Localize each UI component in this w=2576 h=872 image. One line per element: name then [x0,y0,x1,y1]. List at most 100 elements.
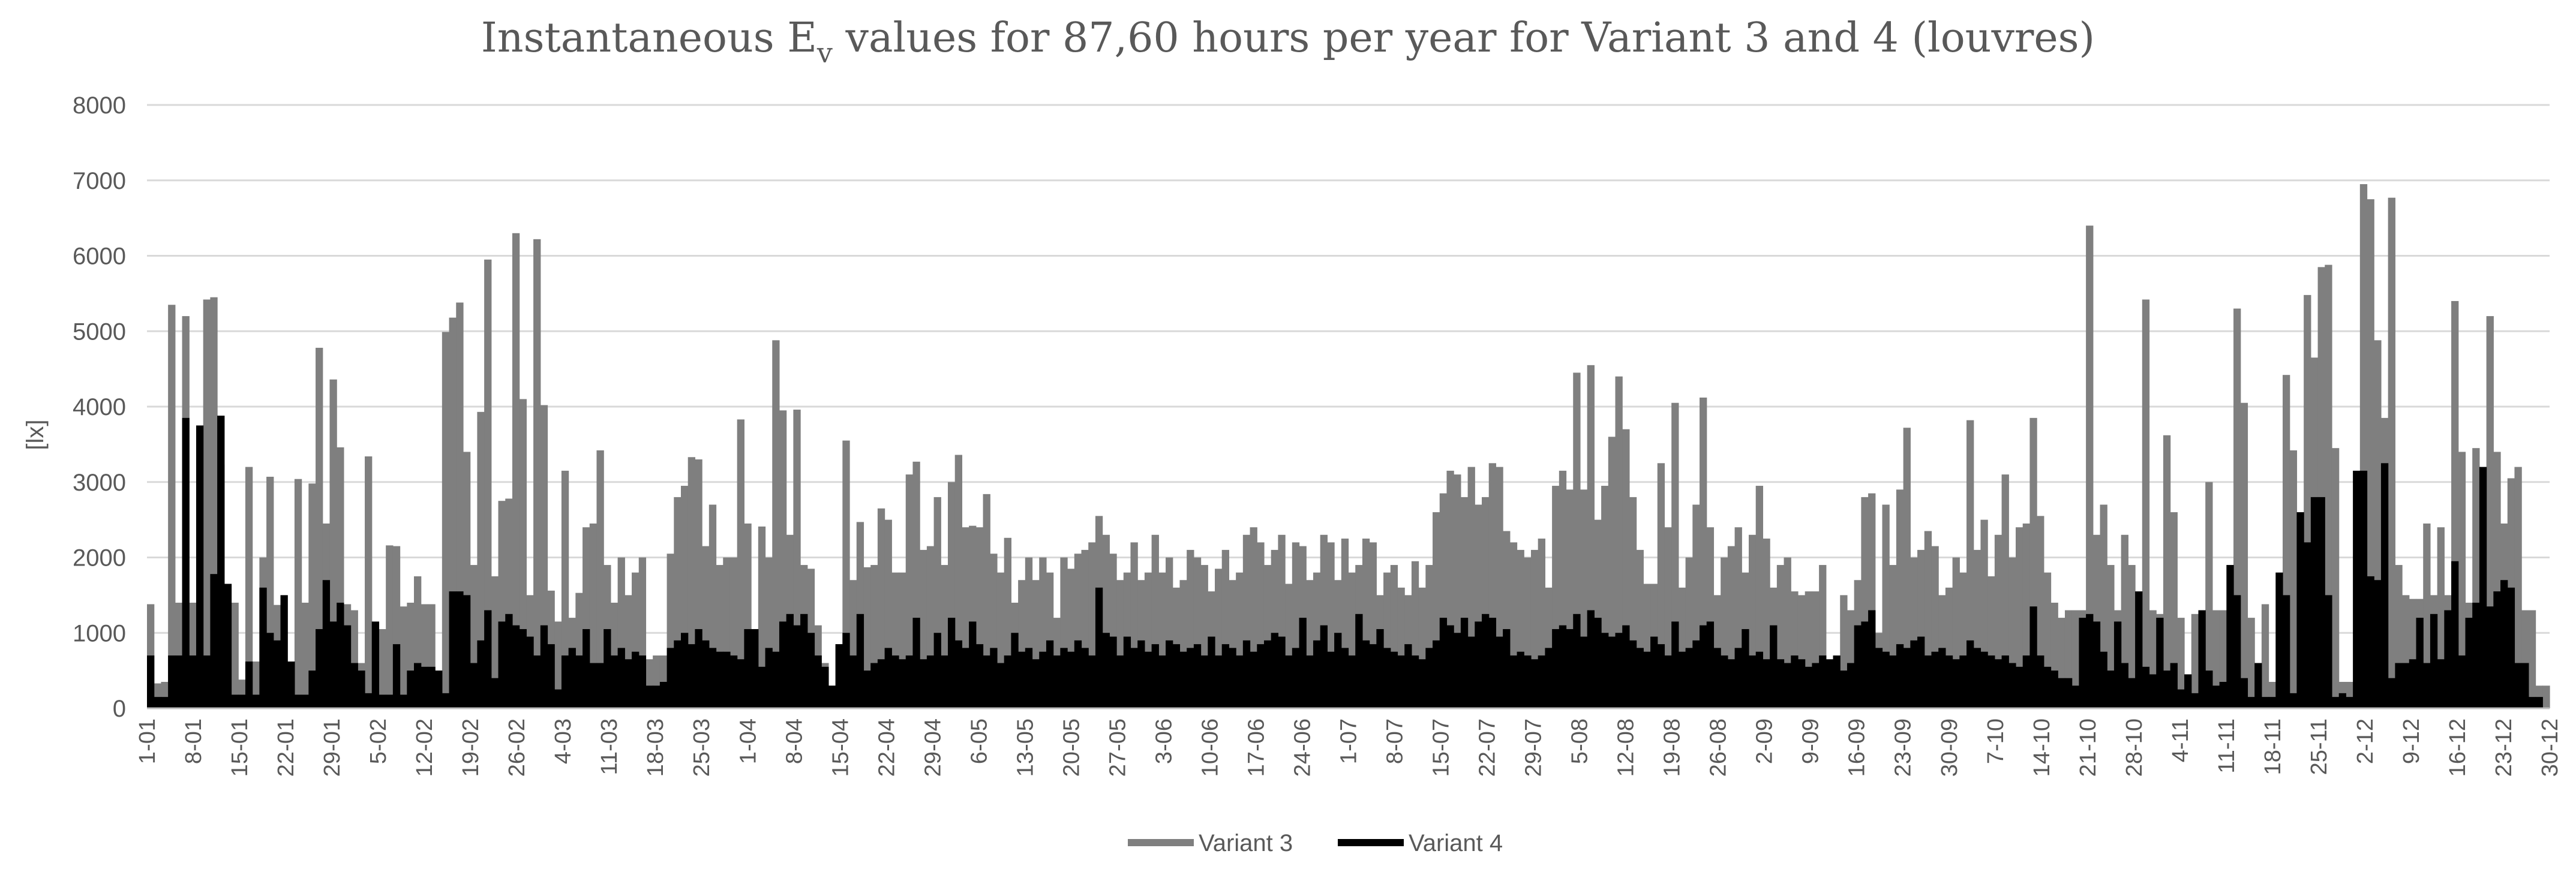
y-axis-label: [lx] [22,419,49,450]
bar [1327,651,1335,708]
bar [1081,648,1089,708]
legend: Variant 3 Variant 4 [1128,830,1503,856]
legend-item-variant-3: Variant 3 [1128,830,1293,856]
bar [2472,602,2480,708]
bar [386,694,394,708]
bar [379,694,386,708]
bar [926,655,935,708]
bar [2163,435,2171,708]
bar [1538,655,1545,708]
bar [484,259,492,708]
bar [449,591,457,708]
bar [1763,659,1770,708]
x-tick: 8-07 [1383,718,1408,764]
bar [2092,621,2101,708]
x-tick-label: 9-12 [2399,718,2424,764]
bar [1826,659,1834,708]
bar [1355,614,1363,708]
bar [1011,633,1019,708]
bar [2528,610,2536,708]
bar [645,685,653,708]
bar [2493,591,2501,708]
bar [266,633,274,708]
x-tick: 29-07 [1521,718,1547,777]
bar [1439,618,1448,708]
bar [1770,625,1778,708]
bar [2388,197,2395,708]
bar [1425,648,1433,708]
x-tick: 21-10 [2076,718,2101,777]
bar [1193,644,1202,708]
bar [983,494,990,708]
bar [1320,625,1328,708]
bar [912,618,920,708]
bar [905,655,914,708]
x-tick: 18-11 [2260,718,2286,775]
bar [1882,651,1890,708]
bar [1046,640,1054,708]
bar [1938,648,1946,708]
bar [2304,542,2311,708]
bar [723,651,731,708]
bar [561,470,569,708]
bar [695,629,702,708]
bar [2514,663,2522,708]
bar [729,655,738,708]
bar [1861,621,1869,708]
bar [2212,685,2220,708]
bar [2479,467,2487,708]
x-tick-label: 29-04 [920,718,945,777]
x-tick-label: 23-09 [1891,718,1916,777]
x-tick-label: 25-03 [689,718,714,777]
bar [983,655,990,708]
bar [273,640,281,708]
bar [294,694,302,708]
bar [2289,450,2298,708]
bar [2317,497,2325,708]
bar [1475,621,1482,708]
bar [1812,663,1820,708]
bar [1742,629,1749,708]
bar [708,648,717,708]
bar [2016,666,2023,708]
x-tick-label: 8-07 [1383,718,1408,764]
bar [1433,640,1440,708]
bar [1362,640,1370,708]
bar [1721,655,1728,708]
bar [2500,580,2508,708]
x-tick: 8-04 [782,718,807,764]
bar [196,425,204,708]
x-tick: 17-06 [1244,718,1269,777]
x-tick: 15-04 [828,718,853,777]
bar [561,655,569,708]
bar [1755,651,1764,708]
bar [2261,697,2269,708]
x-tick: 11-11 [2214,718,2239,774]
bar [316,347,323,708]
x-tick-label: 23-12 [2491,718,2517,777]
legend-label: Variant 3 [1199,830,1293,856]
bar [758,666,766,708]
bar [1552,629,1560,708]
bar [392,644,401,708]
x-tick: 16-12 [2445,718,2470,777]
bar [786,614,794,708]
bar [2325,595,2332,709]
bar [948,618,956,708]
bar [2128,565,2136,708]
bar [371,621,380,708]
bar [835,644,843,708]
bar [1776,659,1785,708]
x-tick: 1-01 [135,718,160,764]
bar [1250,651,1257,708]
bar [294,479,302,708]
bar [519,629,527,708]
bar [2016,527,2023,708]
bar [2071,610,2079,708]
x-tick: 15-07 [1429,718,1454,777]
bar [891,655,899,708]
bar [463,595,471,709]
bar [589,523,598,708]
bar [1074,640,1082,708]
bar [1503,629,1511,708]
